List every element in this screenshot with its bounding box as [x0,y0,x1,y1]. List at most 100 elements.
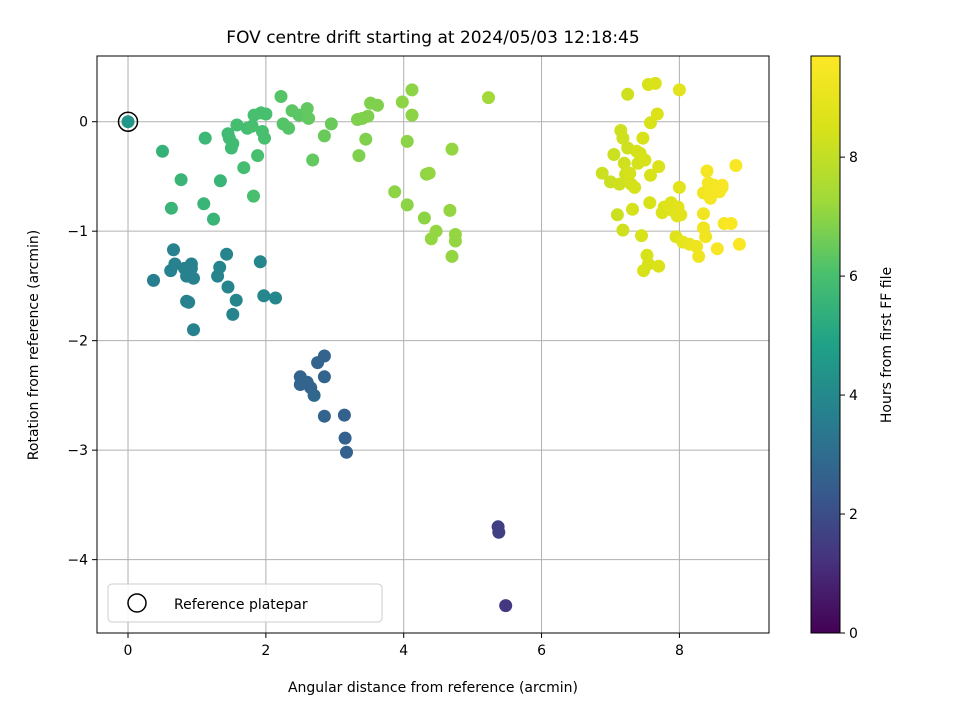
plot-frame [96,55,770,634]
data-point [690,240,704,253]
colorbar-tick-label: 2 [849,507,858,523]
data-point [253,255,267,269]
x-tick-label: 0 [124,643,133,659]
colorbar-tick-label: 8 [849,150,858,166]
data-point [395,95,409,109]
data-point [258,131,271,145]
data-point [230,118,244,132]
data-point [257,289,271,303]
data-point [269,291,282,305]
data-point [400,198,414,212]
data-point [692,249,706,263]
data-point [317,370,331,384]
data-point [337,408,351,422]
data-point [448,234,462,248]
colorbar-tick-label: 6 [849,269,858,285]
data-point [352,149,366,163]
data-point [405,83,419,97]
data-point [226,307,240,321]
x-tick-label: 4 [399,643,408,659]
x-tick-label: 8 [675,643,684,659]
data-point [213,174,227,188]
x-axis-label: Angular distance from reference (arcmin) [288,680,578,696]
data-point [388,185,402,199]
data-point [650,107,664,121]
data-point [644,168,657,182]
data-point [672,83,686,97]
plot-background [97,56,769,633]
data-point [616,223,630,237]
colorbar: 0 2 4 6 8 Hours from first FF file [810,55,895,642]
data-point [429,224,443,238]
data-point [422,166,436,180]
legend-box [107,583,383,623]
data-point [610,208,624,222]
y-tick-label: −2 [67,334,88,350]
y-axis-ticks: −4 −3 −2 −1 0 [67,115,97,569]
data-point [237,161,251,175]
data-point [616,131,630,145]
scatter-points [147,76,746,613]
x-tick-label: 6 [537,643,546,659]
data-point [174,173,188,187]
data-point [282,121,296,135]
data-point [641,257,655,271]
data-point [207,212,220,226]
data-point [371,98,384,112]
data-point [226,137,240,151]
data-point [400,134,414,148]
data-point [724,217,738,230]
data-point [306,153,320,167]
data-point [674,208,688,222]
data-point [307,388,321,402]
data-point [635,229,648,243]
reference-point-marker [117,111,139,132]
data-point [182,295,196,309]
data-point [732,237,746,251]
x-axis-ticks: 0 2 4 6 8 [124,633,684,659]
colorbar-ticks: 0 2 4 6 8 [840,150,858,642]
data-point [259,107,273,121]
data-point [445,142,459,156]
y-tick-label: 0 [79,115,88,131]
data-point [643,196,657,210]
data-point [648,76,662,90]
legend: Reference platepar [107,583,383,623]
data-point [652,160,666,174]
data-point [317,409,331,423]
data-point [492,525,506,539]
data-point [184,261,198,275]
data-point [338,431,352,445]
data-point [187,323,200,337]
data-point [405,108,419,122]
legend-label: Reference platepar [174,597,308,613]
data-point [164,201,178,215]
data-point [710,242,724,256]
data-point [595,166,609,180]
data-point [617,156,631,170]
data-point [311,356,325,370]
data-point [198,131,212,145]
chart-title: FOV centre drift starting at 2024/05/03 … [226,28,639,48]
plot-area: 0 2 4 6 8 −4 −3 −2 −1 0 [67,55,770,659]
data-point [607,148,621,161]
reference-layer [117,111,139,132]
colorbar-tick-label: 0 [849,626,858,642]
data-point [699,230,713,244]
data-point [652,259,666,273]
data-point [340,445,353,459]
data-point [245,119,259,133]
data-point [499,599,513,613]
y-tick-label: −1 [67,224,88,240]
data-point [612,177,626,191]
data-point [147,273,160,287]
data-point [636,131,650,145]
y-axis-label: Rotation from reference (arcmin) [26,230,42,460]
data-point [644,116,657,130]
data-point [213,260,227,274]
colorbar-tick-label: 4 [849,388,858,404]
data-point [445,249,459,263]
x-tick-label: 2 [261,643,270,659]
data-point [623,166,637,180]
